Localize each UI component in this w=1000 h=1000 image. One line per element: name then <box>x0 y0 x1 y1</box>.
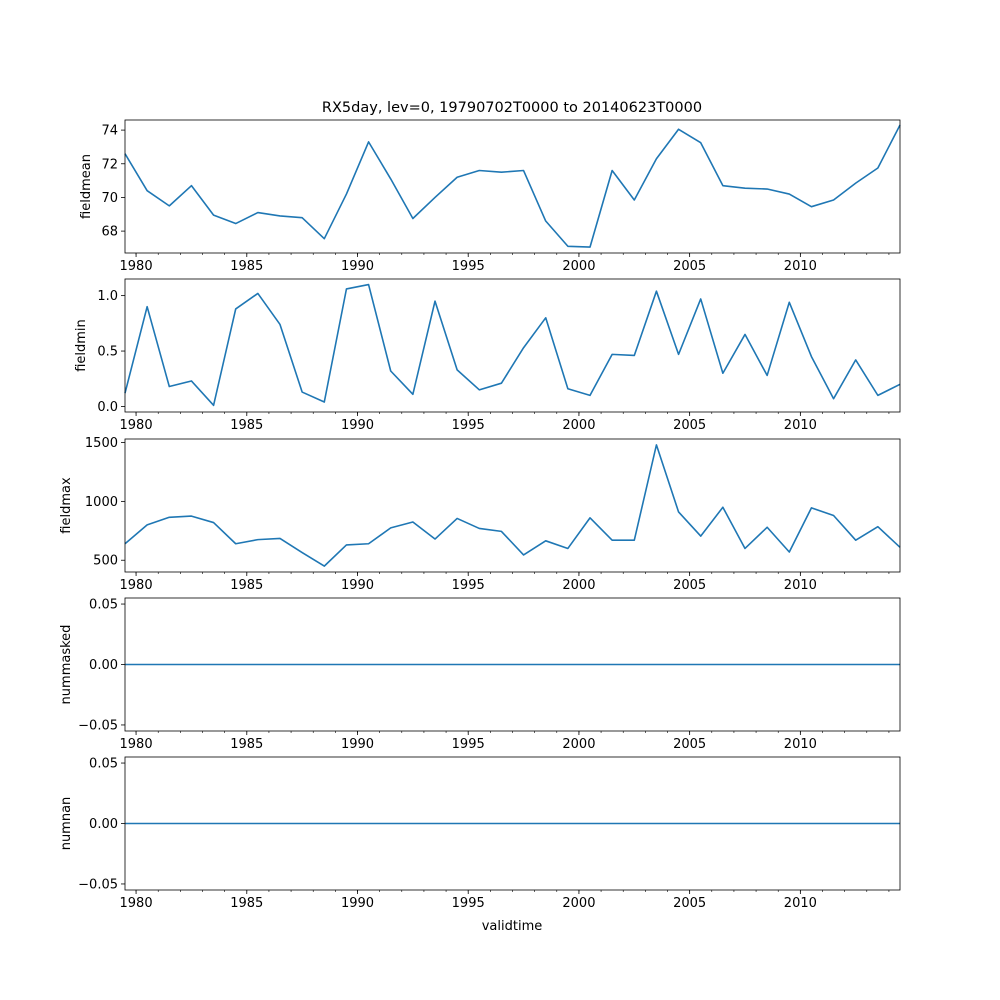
x-tick-label: 2010 <box>784 737 817 752</box>
x-tick-label: 2000 <box>562 737 595 752</box>
numnan-y-axis-label: numnan <box>59 797 74 851</box>
y-tick-label: 0.5 <box>97 345 118 360</box>
nummasked-y-axis-label: nummasked <box>59 625 74 705</box>
subplot-fieldmin: 1980 1985 1990 1995 2000 2005 2010 0.0 0.5 1.0 fie… <box>74 278 901 433</box>
chart-title: RX5day, lev=0, 19790702T0000 to 20140623… <box>322 100 702 116</box>
x-tick-label: 2000 <box>562 578 595 593</box>
y-tick-label: 500 <box>93 554 118 569</box>
y-tick-label: 72 <box>101 157 118 172</box>
x-tick-label: 2005 <box>673 896 706 911</box>
y-tick-label: 0.0 <box>97 400 118 415</box>
subplot-fieldmean: 1980 1985 1990 1995 2000 2005 2010 68 70 72 74 fiel… <box>79 119 901 274</box>
y-tick-label: 1000 <box>85 495 118 510</box>
x-tick-label: 1995 <box>452 259 485 274</box>
fieldmean-axes-frame <box>124 119 901 254</box>
y-tick-label: 68 <box>101 225 118 240</box>
x-tick-label: 1990 <box>341 896 374 911</box>
x-tick-label: 2005 <box>673 578 706 593</box>
x-tick-label: 1995 <box>452 578 485 593</box>
x-tick-label: 1980 <box>120 737 153 752</box>
x-tick-label: 1985 <box>230 259 263 274</box>
x-tick-label: 1980 <box>120 418 153 433</box>
fieldmin-axes-frame <box>124 278 901 413</box>
x-tick-label: 2010 <box>784 896 817 911</box>
x-tick-label: 1985 <box>230 737 263 752</box>
x-tick-label: 1980 <box>120 259 153 274</box>
numnan-axes-frame <box>124 756 901 891</box>
x-tick-label: 2000 <box>562 896 595 911</box>
subplot-numnan: 1980 1985 1990 1995 2000 2005 2010 −0.05 0.00 0.0… <box>59 756 901 911</box>
x-tick-label: 1980 <box>120 896 153 911</box>
x-tick-label: 1985 <box>230 418 263 433</box>
fieldmax-y-axis-label: fieldmax <box>59 477 74 534</box>
fieldmin-series-line <box>124 283 901 407</box>
x-tick-label: 1990 <box>341 578 374 593</box>
x-tick-label: 2010 <box>784 578 817 593</box>
y-tick-label: 0.05 <box>89 598 118 613</box>
y-tick-label: 74 <box>101 124 118 139</box>
x-tick-label: 1985 <box>230 896 263 911</box>
x-tick-label: 1995 <box>452 896 485 911</box>
x-tick-label: 2005 <box>673 418 706 433</box>
x-axis-label: validtime <box>482 919 543 934</box>
x-tick-label: 1985 <box>230 578 263 593</box>
x-tick-label: 2010 <box>784 418 817 433</box>
y-tick-label: 0.00 <box>89 658 118 673</box>
x-tick-label: 1995 <box>452 418 485 433</box>
y-tick-label: 0.00 <box>89 817 118 832</box>
x-tick-label: 1990 <box>341 418 374 433</box>
nummasked-axes-frame <box>124 597 901 732</box>
fieldmean-series-line <box>124 124 901 248</box>
x-tick-label: 1995 <box>452 737 485 752</box>
x-tick-label: 2005 <box>673 259 706 274</box>
y-tick-label: 70 <box>101 191 118 206</box>
y-tick-label: 0.05 <box>89 757 118 772</box>
subplot-fieldmax: 1980 1985 1990 1995 2000 2005 2010 500 1000 1500 f… <box>59 436 901 593</box>
subplot-nummasked: 1980 1985 1990 1995 2000 2005 2010 −0.05 0.00 0.0… <box>59 597 901 752</box>
x-tick-label: 1990 <box>341 737 374 752</box>
x-tick-label: 2000 <box>562 418 595 433</box>
fieldmean-y-axis-label: fieldmean <box>79 154 94 219</box>
x-tick-label: 2005 <box>673 737 706 752</box>
fieldmax-series-line <box>124 444 901 567</box>
y-tick-label: −0.05 <box>78 877 118 892</box>
x-tick-label: 1980 <box>120 578 153 593</box>
y-tick-label: −0.05 <box>78 718 118 733</box>
fieldmin-y-axis-label: fieldmin <box>74 319 89 372</box>
y-tick-label: 1500 <box>85 436 118 451</box>
y-tick-label: 1.0 <box>97 289 118 304</box>
x-tick-label: 2010 <box>784 259 817 274</box>
x-tick-label: 1990 <box>341 259 374 274</box>
fieldmax-axes-frame <box>124 438 901 573</box>
subplots: 1980 1985 1990 1995 2000 2005 2010 68 70 72 74 fiel… <box>59 119 901 911</box>
x-tick-label: 2000 <box>562 259 595 274</box>
